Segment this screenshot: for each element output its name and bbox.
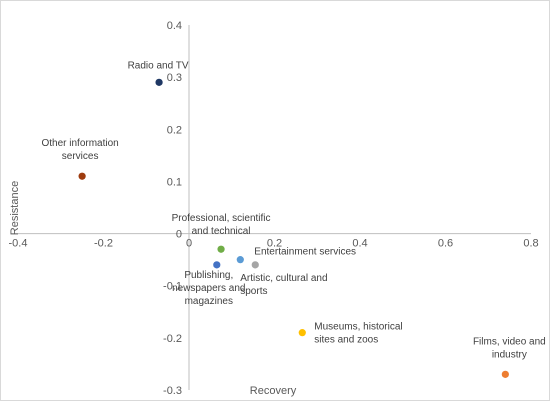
x-axis-title: Recovery — [250, 385, 297, 397]
data-label: Publishing, newspapers and magazines — [172, 270, 245, 307]
data-label: Entertainment services — [254, 247, 356, 258]
y-tick-label: 0.3 — [167, 72, 182, 84]
tick-labels: -0.4 -0.2 0 0.2 0.4 0.6 0.8 -0.3 -0.2 -0.1 0 0.1 0.2… — [9, 20, 539, 397]
x-tick-label: 0.4 — [352, 238, 367, 250]
data-point — [78, 172, 86, 180]
data-points — [78, 78, 509, 378]
data-point — [236, 256, 244, 264]
data-label: Radio and TV — [128, 60, 189, 71]
data-label: Artistic, cultural and sports — [240, 273, 327, 297]
y-axis-title: Resistance — [9, 181, 21, 235]
y-tick-label: -0.3 — [163, 385, 182, 397]
data-point — [251, 261, 259, 269]
data-label: Films, video and industry — [473, 336, 546, 360]
x-tick-label: 0.8 — [523, 238, 538, 250]
data-point — [217, 245, 225, 253]
data-point — [501, 370, 509, 378]
data-label: Other information services — [41, 138, 118, 162]
x-tick-label: 0.6 — [438, 238, 453, 250]
y-tick-label: 0 — [176, 229, 182, 241]
data-point — [298, 329, 306, 337]
y-tick-label: 0.2 — [167, 124, 182, 136]
x-tick-label: -0.2 — [94, 238, 113, 250]
y-tick-label: -0.2 — [163, 333, 182, 345]
data-point — [213, 261, 221, 269]
data-point — [155, 78, 163, 86]
data-label: Museums, historical sites and zoos — [314, 322, 402, 346]
data-labels: Radio and TV Other information services Pro… — [41, 60, 545, 360]
x-tick-label: 0.2 — [267, 238, 282, 250]
x-tick-label: -0.4 — [9, 238, 28, 250]
axes — [18, 25, 531, 390]
y-tick-label: 0.4 — [167, 20, 182, 32]
x-tick-label: 0 — [186, 238, 192, 250]
y-tick-label: 0.1 — [167, 176, 182, 188]
y-tick-label: -0.1 — [163, 281, 182, 293]
data-label: Professional, scientific and technical — [172, 213, 271, 237]
